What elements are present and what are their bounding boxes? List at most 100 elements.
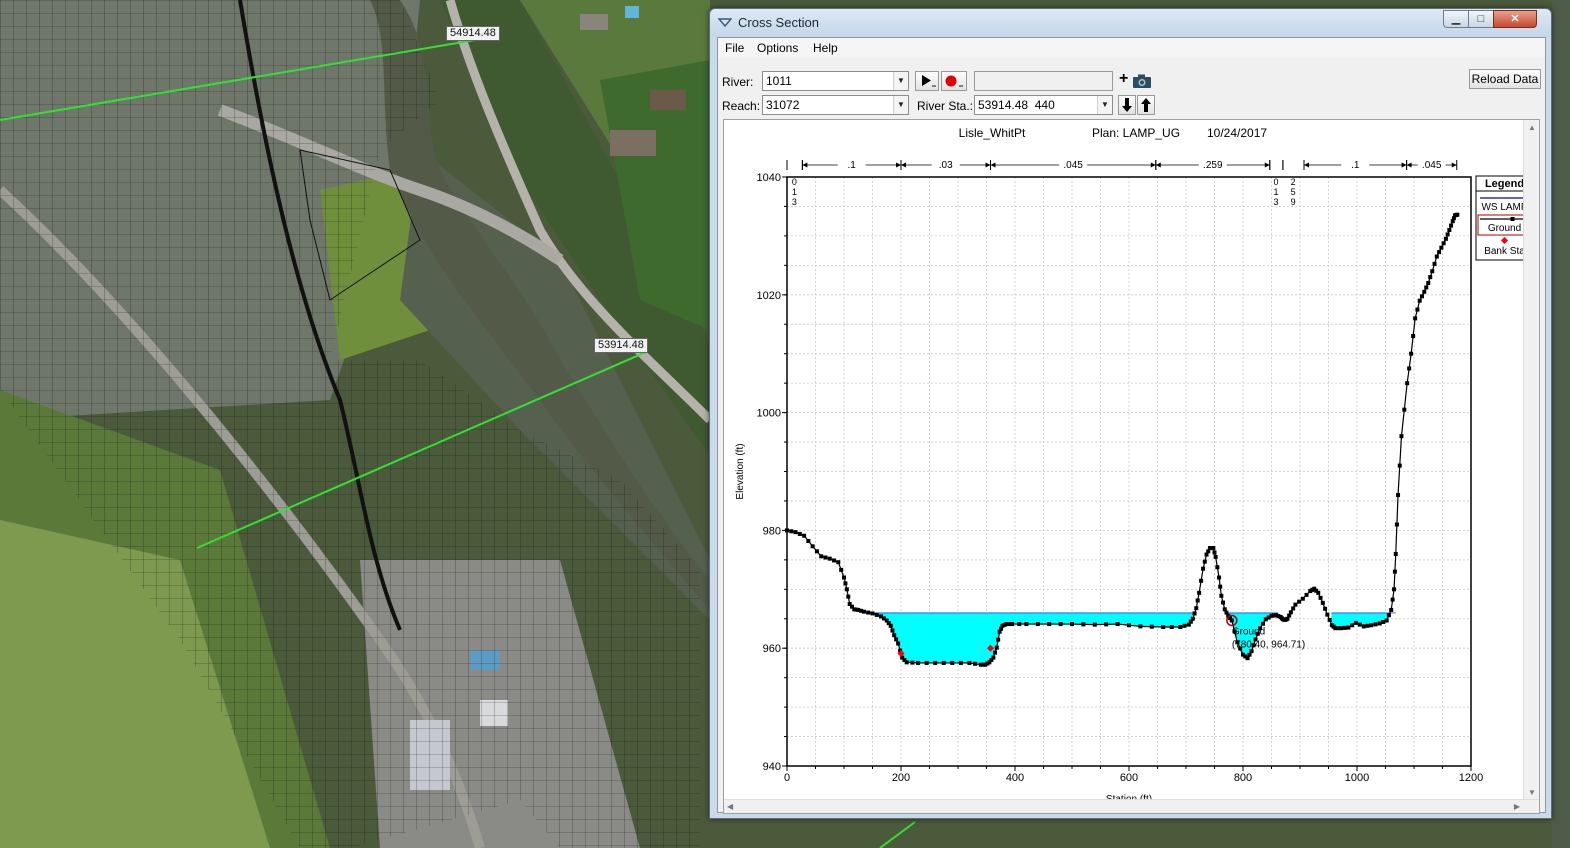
cross-section-window: Cross Section ▁ □ ✕ File Options Help Ri… — [709, 8, 1552, 819]
ground-point — [1393, 551, 1398, 556]
ground-point — [1226, 613, 1231, 618]
mannings-n-arrow — [990, 162, 996, 168]
chevron-down-icon[interactable]: ▼ — [893, 96, 908, 114]
mannings-n-stack-digit: 5 — [1291, 187, 1296, 197]
ground-point — [793, 530, 798, 535]
menu-help[interactable]: Help — [813, 41, 838, 55]
water-surface-fill — [1331, 612, 1396, 629]
maximize-button[interactable]: □ — [1468, 10, 1494, 28]
ground-point — [1399, 434, 1404, 439]
menu-options[interactable]: Options — [757, 41, 799, 55]
ground-point — [846, 594, 851, 599]
scroll-right-icon[interactable]: ▶ — [1513, 802, 1520, 811]
ground-point — [1058, 622, 1063, 627]
cross-section-chart[interactable]: 0 200 400 600 800 1000 12009409609801000102010… — [724, 120, 1524, 800]
mannings-n-arrow — [1264, 162, 1270, 168]
chevron-down-icon[interactable]: ▼ — [1097, 96, 1112, 114]
river-sta-label: River Sta.: — [917, 99, 974, 113]
legend-entry-bank: Bank Sta — [1484, 246, 1524, 257]
reload-data-button[interactable]: Reload Data — [1469, 69, 1541, 89]
ground-point — [1178, 624, 1183, 629]
ground-point — [1390, 597, 1395, 602]
ground-point — [1194, 606, 1199, 611]
ground-point — [1384, 618, 1389, 623]
ground-point — [1255, 631, 1260, 636]
ground-point — [994, 645, 999, 650]
ground-point — [1204, 552, 1209, 557]
next-downstream-button[interactable] — [1118, 95, 1136, 115]
river-label: River: — [722, 75, 754, 89]
ground-point — [879, 614, 884, 619]
ground-point — [1251, 643, 1256, 648]
ground-point — [1394, 522, 1399, 527]
menu-bar: File Options Help — [718, 38, 1545, 58]
menu-file[interactable]: File — [725, 41, 745, 55]
vertical-scrollbar[interactable]: ▲ ▼ — [1523, 120, 1539, 813]
ground-point — [1004, 622, 1009, 627]
ground-point — [1217, 575, 1222, 580]
ground-point — [902, 657, 907, 662]
minimize-button[interactable]: ▁ — [1443, 10, 1469, 28]
mannings-n-stack-digit: 0 — [1274, 177, 1279, 187]
x-tick-label: 1000 — [1345, 772, 1369, 784]
ground-point — [1336, 626, 1341, 631]
xs-label-current[interactable]: 53914.48 — [594, 338, 648, 353]
ground-point — [1228, 616, 1233, 621]
ground-point — [950, 660, 955, 665]
ground-point — [1316, 590, 1321, 595]
ground-point — [973, 661, 978, 666]
ground-point — [1104, 622, 1109, 627]
ground-point — [806, 539, 811, 544]
ground-point — [1247, 652, 1252, 657]
ground-point — [1249, 649, 1254, 654]
river-select[interactable]: 1011 ▼ — [762, 71, 909, 91]
ground-point — [1211, 546, 1216, 551]
ground-point — [1017, 622, 1022, 627]
ground-point — [1369, 623, 1374, 628]
ground-point — [884, 618, 889, 623]
ground-point — [1318, 595, 1323, 600]
river-sta-select[interactable]: 53914.48 440 ▼ — [974, 95, 1113, 115]
reach-select[interactable]: 31072 ▼ — [762, 95, 909, 115]
scroll-up-icon[interactable]: ▲ — [1528, 123, 1536, 132]
title-bar[interactable]: Cross Section ▁ □ ✕ — [710, 9, 1551, 37]
scroll-left-icon[interactable]: ◀ — [727, 802, 734, 811]
window-menu-icon[interactable] — [718, 16, 732, 28]
ground-point — [1325, 612, 1330, 617]
chevron-down-icon[interactable]: ▼ — [893, 72, 908, 90]
ground-point — [870, 611, 875, 616]
camera-icon[interactable] — [1132, 73, 1152, 89]
x-tick-label: 600 — [1120, 772, 1138, 784]
record-button[interactable] — [941, 71, 967, 91]
horizontal-scrollbar[interactable]: ◀ ▶ — [724, 799, 1539, 813]
ground-point — [1010, 622, 1015, 627]
ground-point — [789, 529, 794, 534]
ground-point — [823, 555, 828, 560]
plus-icon[interactable]: + — [1119, 70, 1129, 87]
ground-point — [1447, 228, 1452, 233]
ground-point — [1224, 610, 1229, 615]
ground-point — [1417, 298, 1422, 303]
ground-point — [1451, 216, 1456, 221]
play-animation-button[interactable] — [915, 71, 939, 91]
mannings-n-arrow — [1451, 162, 1457, 168]
ground-point — [981, 662, 986, 667]
scroll-down-icon[interactable]: ▼ — [1528, 788, 1536, 797]
ground-point — [1432, 261, 1437, 266]
ground-point — [987, 660, 992, 665]
ground-point — [1218, 584, 1223, 589]
ground-point — [859, 608, 864, 613]
mannings-n-label-bg — [1198, 159, 1227, 170]
ground-point — [978, 662, 983, 667]
chart-title-project: Lisle_WhitPt — [959, 126, 1026, 140]
window-title: Cross Section — [738, 15, 819, 30]
mannings-n-label: .1 — [848, 160, 857, 171]
ground-point — [1445, 232, 1450, 237]
ground-point — [999, 626, 1004, 631]
ground-point — [1441, 241, 1446, 246]
close-button[interactable]: ✕ — [1493, 10, 1537, 28]
ground-point — [866, 610, 871, 615]
xs-label-upstream[interactable]: 54914.48 — [446, 26, 500, 41]
ground-point — [1258, 626, 1263, 631]
next-upstream-button[interactable] — [1137, 95, 1155, 115]
